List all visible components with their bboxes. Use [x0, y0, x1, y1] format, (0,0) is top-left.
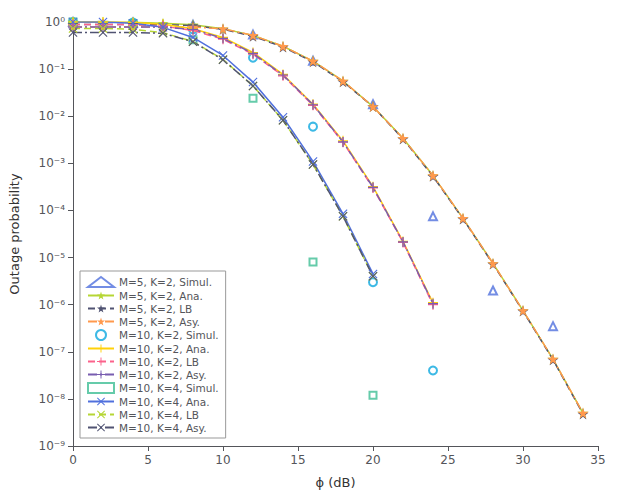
svg-text:M=10, K=2, Simul.: M=10, K=2, Simul. — [119, 329, 219, 341]
svg-text:15: 15 — [290, 453, 305, 467]
svg-text:0: 0 — [69, 453, 77, 467]
svg-text:M=10, K=4, LB: M=10, K=4, LB — [119, 409, 199, 421]
svg-text:M=10, K=4, Ana.: M=10, K=4, Ana. — [119, 396, 210, 408]
svg-text:5: 5 — [144, 453, 152, 467]
svg-text:10⁻²: 10⁻² — [39, 109, 66, 123]
svg-text:M=10, K=2, LB: M=10, K=2, LB — [119, 356, 199, 368]
svg-text:M=10, K=4, Asy.: M=10, K=4, Asy. — [119, 422, 207, 434]
svg-text:35: 35 — [590, 453, 605, 467]
svg-text:M=5, K=2, LB: M=5, K=2, LB — [119, 303, 192, 315]
svg-text:10⁰: 10⁰ — [45, 15, 65, 29]
svg-text:10⁻¹: 10⁻¹ — [39, 62, 66, 76]
svg-text:10⁻³: 10⁻³ — [39, 156, 66, 170]
svg-text:M=5, K=2, Simul.: M=5, K=2, Simul. — [119, 276, 212, 288]
svg-text:20: 20 — [365, 453, 380, 467]
svg-text:10⁻⁵: 10⁻⁵ — [39, 251, 66, 265]
svg-text:25: 25 — [440, 453, 455, 467]
svg-text:10⁻⁷: 10⁻⁷ — [39, 345, 66, 359]
svg-text:M=10, K=2, Ana.: M=10, K=2, Ana. — [119, 343, 210, 355]
svg-text:M=5, K=2, Asy.: M=5, K=2, Asy. — [119, 316, 200, 328]
svg-text:Outage probability: Outage probability — [7, 173, 22, 295]
svg-text:10⁻⁴: 10⁻⁴ — [39, 203, 66, 217]
svg-text:10⁻⁹: 10⁻⁹ — [39, 439, 66, 453]
svg-text:M=10, K=4, Simul.: M=10, K=4, Simul. — [119, 382, 219, 394]
svg-text:M=5, K=2, Ana.: M=5, K=2, Ana. — [119, 290, 203, 302]
svg-text:10: 10 — [215, 453, 230, 467]
svg-text:30: 30 — [515, 453, 530, 467]
svg-text:10⁻⁶: 10⁻⁶ — [39, 298, 66, 312]
svg-text:ϕ (dB): ϕ (dB) — [315, 475, 355, 490]
svg-text:M=10, K=2, Asy.: M=10, K=2, Asy. — [119, 369, 207, 381]
svg-text:10⁻⁸: 10⁻⁸ — [39, 392, 66, 406]
